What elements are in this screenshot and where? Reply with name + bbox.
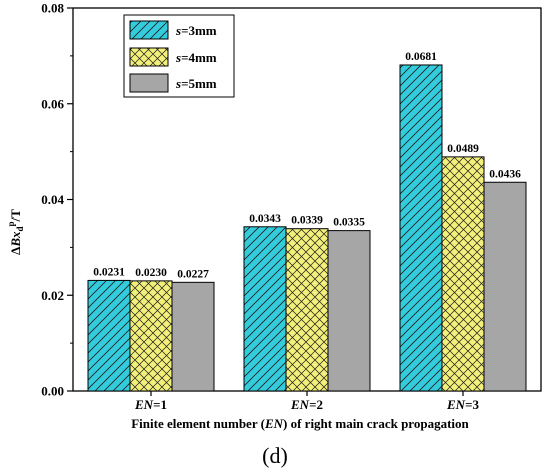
y-tick-label: 0.02 — [41, 288, 64, 303]
y-tick-label: 0.04 — [41, 192, 64, 207]
data-label: 0.0339 — [291, 215, 323, 227]
legend-swatch-s3 — [129, 20, 169, 40]
y-tick-label: 0.06 — [41, 96, 64, 111]
bar — [399, 64, 443, 392]
x-axis-title: Finite element number (EN) of right main… — [131, 416, 469, 431]
y-tick-label: 0.08 — [41, 1, 64, 16]
bar — [285, 228, 329, 392]
data-label: 0.0489 — [447, 143, 479, 155]
bar — [441, 156, 485, 392]
data-label: 0.0230 — [135, 267, 167, 279]
bar — [243, 226, 287, 392]
data-label: 0.0681 — [405, 51, 437, 63]
legend-swatch-s4 — [129, 47, 169, 67]
legend-label-s5: s=5mm — [175, 76, 217, 91]
x-tick-label: EN=2 — [290, 397, 323, 412]
data-label: 0.0335 — [333, 217, 365, 229]
panel-label: (d) — [262, 443, 288, 468]
bar — [129, 280, 173, 392]
data-label: 0.0436 — [489, 168, 521, 180]
bar — [327, 230, 371, 392]
legend-swatch-s5 — [129, 73, 169, 93]
plot-area: 0.00 0.02 0.04 0.06 0.08 0.0231 0.0230 0.0227 EN… — [41, 1, 542, 412]
x-tick-label: EN=3 — [446, 397, 479, 412]
data-label: 0.0227 — [177, 268, 209, 280]
y-tick-label: 0.00 — [41, 384, 64, 399]
data-label: 0.0343 — [249, 213, 281, 225]
x-tick-label: EN=1 — [134, 397, 167, 412]
y-axis-title: ΔBxdp/T — [6, 209, 25, 255]
legend-label-s3: s=3mm — [175, 23, 217, 38]
bar — [171, 281, 215, 392]
data-label: 0.0231 — [93, 266, 125, 278]
bar — [483, 181, 527, 392]
legend: s=3mm s=4mm s=5mm — [123, 14, 235, 98]
legend-label-s4: s=4mm — [175, 50, 217, 65]
bar — [87, 279, 131, 392]
